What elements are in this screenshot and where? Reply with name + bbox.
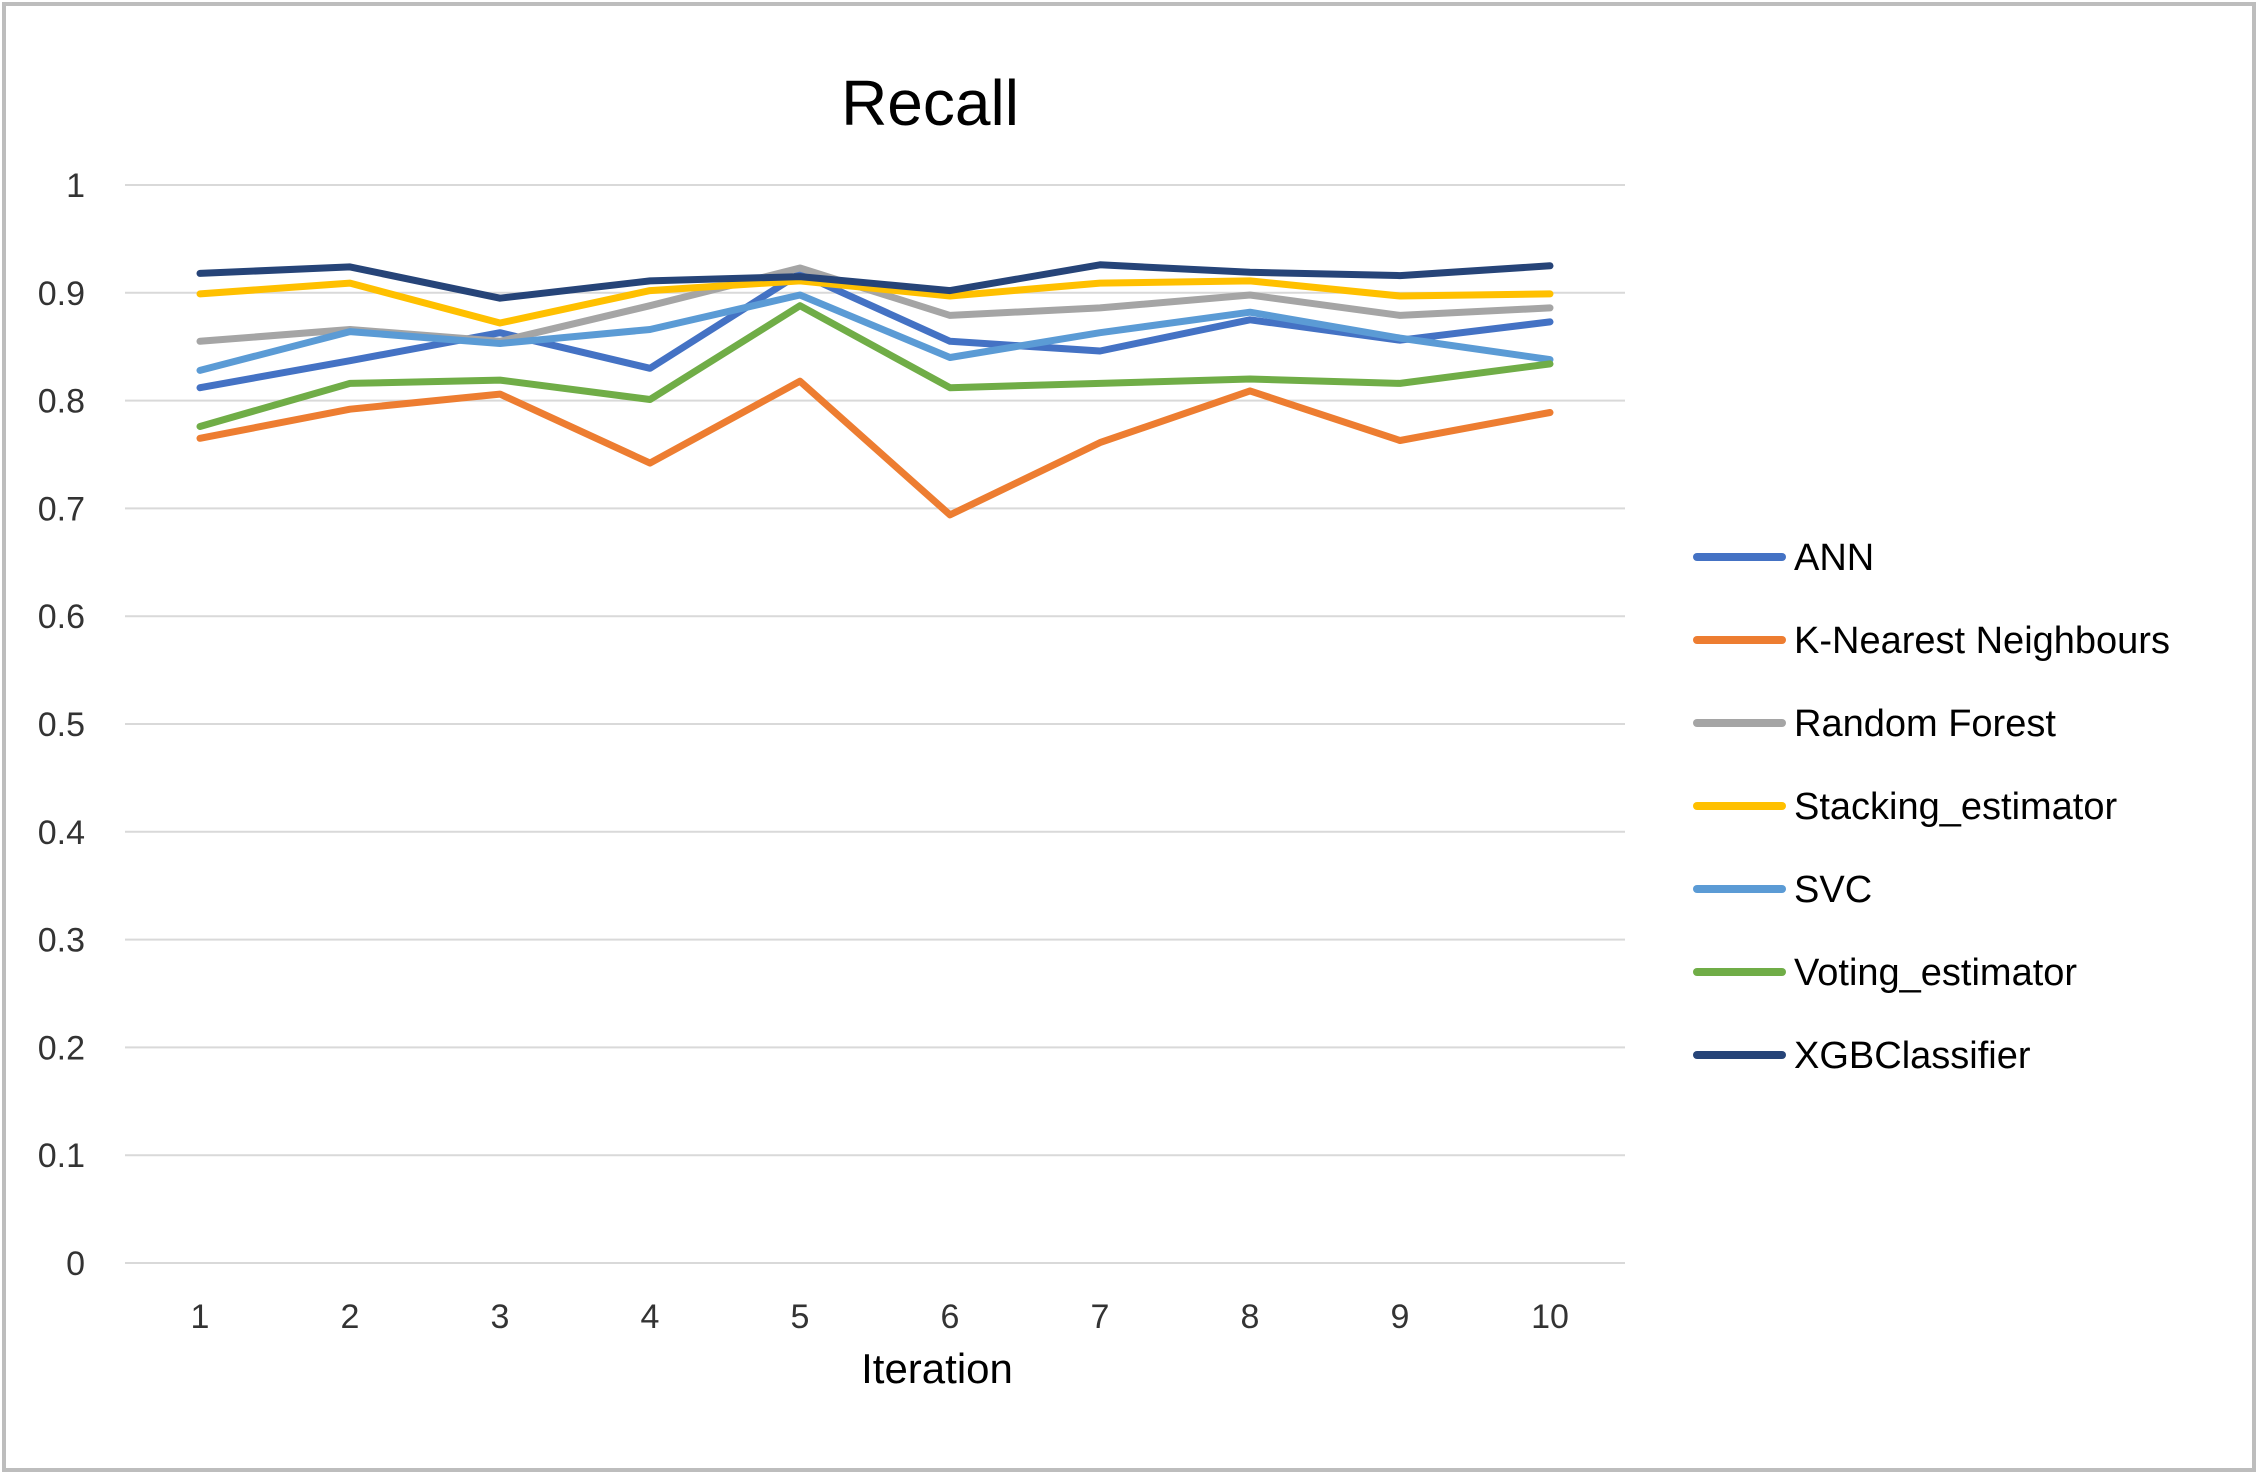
y-tick-label: 0.6	[38, 598, 85, 636]
x-tick-label: 9	[1391, 1298, 1410, 1336]
y-tick-label: 0.4	[38, 814, 85, 852]
legend-label: K-Nearest Neighbours	[1794, 620, 2170, 662]
x-tick-label: 4	[641, 1298, 660, 1336]
y-tick-label: 0.3	[38, 922, 85, 960]
x-tick-label: 5	[791, 1298, 810, 1336]
y-tick-label: 0.1	[38, 1137, 85, 1175]
y-tick-label: 0.2	[38, 1029, 85, 1067]
series-line-stacking-estimator	[196, 277, 1554, 327]
legend-item: Stacking_estimator	[1693, 786, 2117, 828]
x-axis-ticks: 1 2 3 4 5 6 7 8 9 10	[191, 1298, 1569, 1336]
legend-item: XGBClassifier	[1693, 1035, 2031, 1077]
y-tick-label: 0.9	[38, 275, 85, 313]
x-tick-label: 7	[1091, 1298, 1110, 1336]
series-line-ann	[196, 269, 1554, 392]
x-axis-title: Iteration	[861, 1345, 1013, 1392]
legend-label: Stacking_estimator	[1794, 786, 2117, 828]
x-tick-label: 2	[341, 1298, 360, 1336]
x-tick-label: 3	[491, 1298, 510, 1336]
legend-item: Random Forest	[1693, 703, 2056, 745]
y-tick-label: 0.7	[38, 490, 85, 528]
y-tick-label: 0.5	[38, 706, 85, 744]
legend-label: XGBClassifier	[1794, 1035, 2031, 1077]
legend-label: Voting_estimator	[1794, 952, 2077, 994]
y-tick-label: 0.8	[38, 383, 85, 421]
series-line-k-nearest-neighbours	[196, 377, 1554, 519]
legend: ANN K-Nearest Neighbours Random Forest Stac…	[1693, 537, 2170, 1077]
legend-label: ANN	[1794, 537, 1874, 579]
legend-item: SVC	[1693, 869, 1872, 911]
series-lines	[196, 261, 1554, 519]
legend-label: Random Forest	[1794, 703, 2056, 745]
legend-item: Voting_estimator	[1693, 952, 2077, 994]
y-axis-ticks: 0 0.1 0.2 0.3 0.4 0.5 0.6 0.7 0.8 0.9 1	[38, 167, 85, 1283]
y-tick-label: 1	[66, 167, 85, 205]
series-line-xgbclassifier	[196, 261, 1554, 302]
legend-label: SVC	[1794, 869, 1872, 911]
legend-item: ANN	[1693, 537, 1874, 579]
y-tick-label: 0	[66, 1245, 85, 1283]
chart-title: Recall	[841, 67, 1019, 139]
x-tick-label: 8	[1241, 1298, 1260, 1336]
x-tick-label: 1	[191, 1298, 210, 1336]
series-line-voting-estimator	[196, 302, 1554, 430]
x-tick-label: 10	[1531, 1298, 1569, 1336]
legend-item: K-Nearest Neighbours	[1693, 620, 2170, 662]
series-line-svc	[196, 291, 1554, 374]
x-tick-label: 6	[941, 1298, 960, 1336]
